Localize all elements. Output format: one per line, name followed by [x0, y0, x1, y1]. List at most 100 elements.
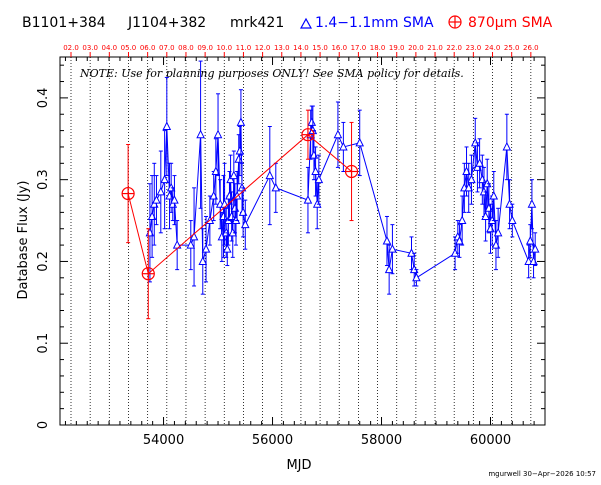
data-point-triangle [156, 186, 166, 196]
data-point-triangle [201, 244, 211, 253]
x-tick-label: 60000 [470, 433, 511, 448]
top-axis-label: 02.0 [63, 44, 79, 52]
data-point-triangle [388, 244, 397, 253]
plot-axes [59, 56, 546, 426]
top-axis-label: 17.0 [351, 44, 367, 52]
data-point-triangle [236, 117, 246, 126]
y-tick-label: 0 [36, 421, 51, 429]
data-point-triangle [527, 199, 537, 208]
footer-stamp: mgurwell 30−Apr−2026 10:57 [488, 470, 596, 478]
data-point-triangle [152, 194, 161, 204]
data-point-triangle [271, 182, 281, 192]
data-point-triangle [222, 244, 232, 253]
data-point-triangle [489, 190, 499, 200]
data-point-triangle [186, 239, 196, 249]
top-axis-label: 11.0 [236, 44, 252, 52]
legend-circle-plus-icon [448, 15, 462, 29]
top-axis-label: 06.0 [140, 44, 156, 52]
data-point-triangle [170, 194, 179, 204]
plot-frame [59, 56, 546, 426]
top-axis-label: 15.0 [312, 44, 328, 52]
top-axis-labels: 02.0 03.0 04.0 05.0 06.0 07.0 08.0 09.0 10.0 11.0… [63, 44, 539, 57]
data-point-triangle [507, 215, 517, 225]
top-axis-label: 12.0 [255, 44, 271, 52]
top-axis-label: 03.0 [82, 44, 98, 52]
legend-label-870: 870μm SMA [468, 15, 553, 31]
data-point-triangle [196, 129, 205, 139]
top-axis-label: 23.0 [466, 44, 482, 52]
top-axis-label: 22.0 [446, 44, 462, 52]
top-axis-label: 26.0 [523, 44, 539, 52]
data-point-triangle [457, 215, 467, 225]
x-tick-label: 54000 [143, 433, 184, 448]
top-axis-label: 05.0 [121, 44, 137, 52]
data-point-triangle [311, 166, 320, 175]
series-870um [121, 109, 359, 320]
top-axis-label: 18.0 [370, 44, 386, 52]
data-point-triangle [455, 235, 464, 245]
data-point-triangle [382, 235, 392, 245]
top-axis-label: 24.0 [485, 44, 501, 52]
y-tick-label: 0.1 [36, 333, 51, 354]
y-axis-ticks: 0 0.1 0.2 0.3 0.4 [36, 64, 545, 429]
data-point-triangle [189, 231, 199, 241]
data-point-triangle [412, 272, 421, 282]
data-point-triangle [235, 145, 245, 155]
data-point-triangle [502, 141, 512, 151]
data-point-triangle [226, 174, 235, 184]
data-point-triangle [481, 211, 490, 220]
data-point-triangle [162, 121, 172, 131]
top-axis-label: 13.0 [274, 44, 290, 52]
data-point-triangle [314, 174, 324, 184]
source-name-1: B1101+384 [22, 15, 106, 31]
data-point-triangle [525, 235, 535, 245]
data-point-triangle [160, 174, 169, 184]
planning-note: NOTE: Use for planning purposes ONLY! Se… [79, 67, 464, 80]
top-axis-label: 20.0 [408, 44, 424, 52]
data-point-triangle [355, 137, 365, 147]
y-tick-label: 0.4 [36, 88, 51, 109]
top-axis-label: 14.0 [293, 44, 309, 52]
top-axis-label: 19.0 [389, 44, 405, 52]
x-tick-label: 58000 [361, 433, 402, 448]
top-axis-label: 09.0 [197, 44, 213, 52]
x-axis-ticks: 54000 56000 58000 60000 [64, 57, 546, 448]
source-name-2: J1104+382 [127, 15, 206, 31]
top-axis-label: 21.0 [427, 44, 443, 52]
legend-label-mm: 1.4−1.1mm SMA [315, 15, 434, 31]
data-point-triangle [530, 244, 540, 253]
data-point-triangle [227, 211, 236, 220]
data-point-triangle [234, 154, 244, 163]
data-point-triangle [475, 158, 484, 167]
data-point-triangle [213, 129, 223, 139]
data-point-triangle [493, 227, 503, 237]
top-axis-label: 25.0 [504, 44, 520, 52]
y-axis-label: Database Flux (Jy) [16, 181, 31, 300]
top-axis-label: 04.0 [102, 44, 118, 52]
data-point-triangle [307, 117, 317, 126]
data-point-triangle [467, 174, 476, 184]
source-name-3: mrk421 [230, 15, 284, 31]
data-point-triangle [237, 182, 247, 192]
data-point-triangle [198, 256, 208, 265]
data-point-triangle [384, 264, 394, 274]
data-point-triangle [464, 182, 474, 192]
top-axis-label: 10.0 [216, 44, 232, 52]
data-point-triangle [303, 194, 313, 204]
y-tick-label: 0.2 [36, 251, 51, 272]
x-tick-label: 56000 [252, 433, 293, 448]
data-point-triangle [339, 141, 348, 151]
y-tick-label: 0.3 [36, 169, 51, 190]
data-point-triangle [229, 170, 239, 180]
chart-header: B1101+384 J1104+382 mrk421 1.4−1.1mm SMA… [22, 15, 553, 31]
top-axis-label: 16.0 [331, 44, 347, 52]
data-point-triangle [240, 219, 250, 229]
series-line [127, 134, 352, 275]
top-axis-label: 07.0 [159, 44, 175, 52]
data-point-triangle [333, 129, 343, 139]
top-axis-label: 08.0 [178, 44, 194, 52]
x-axis-label: MJD [286, 458, 311, 473]
legend-triangle-icon [299, 17, 313, 29]
